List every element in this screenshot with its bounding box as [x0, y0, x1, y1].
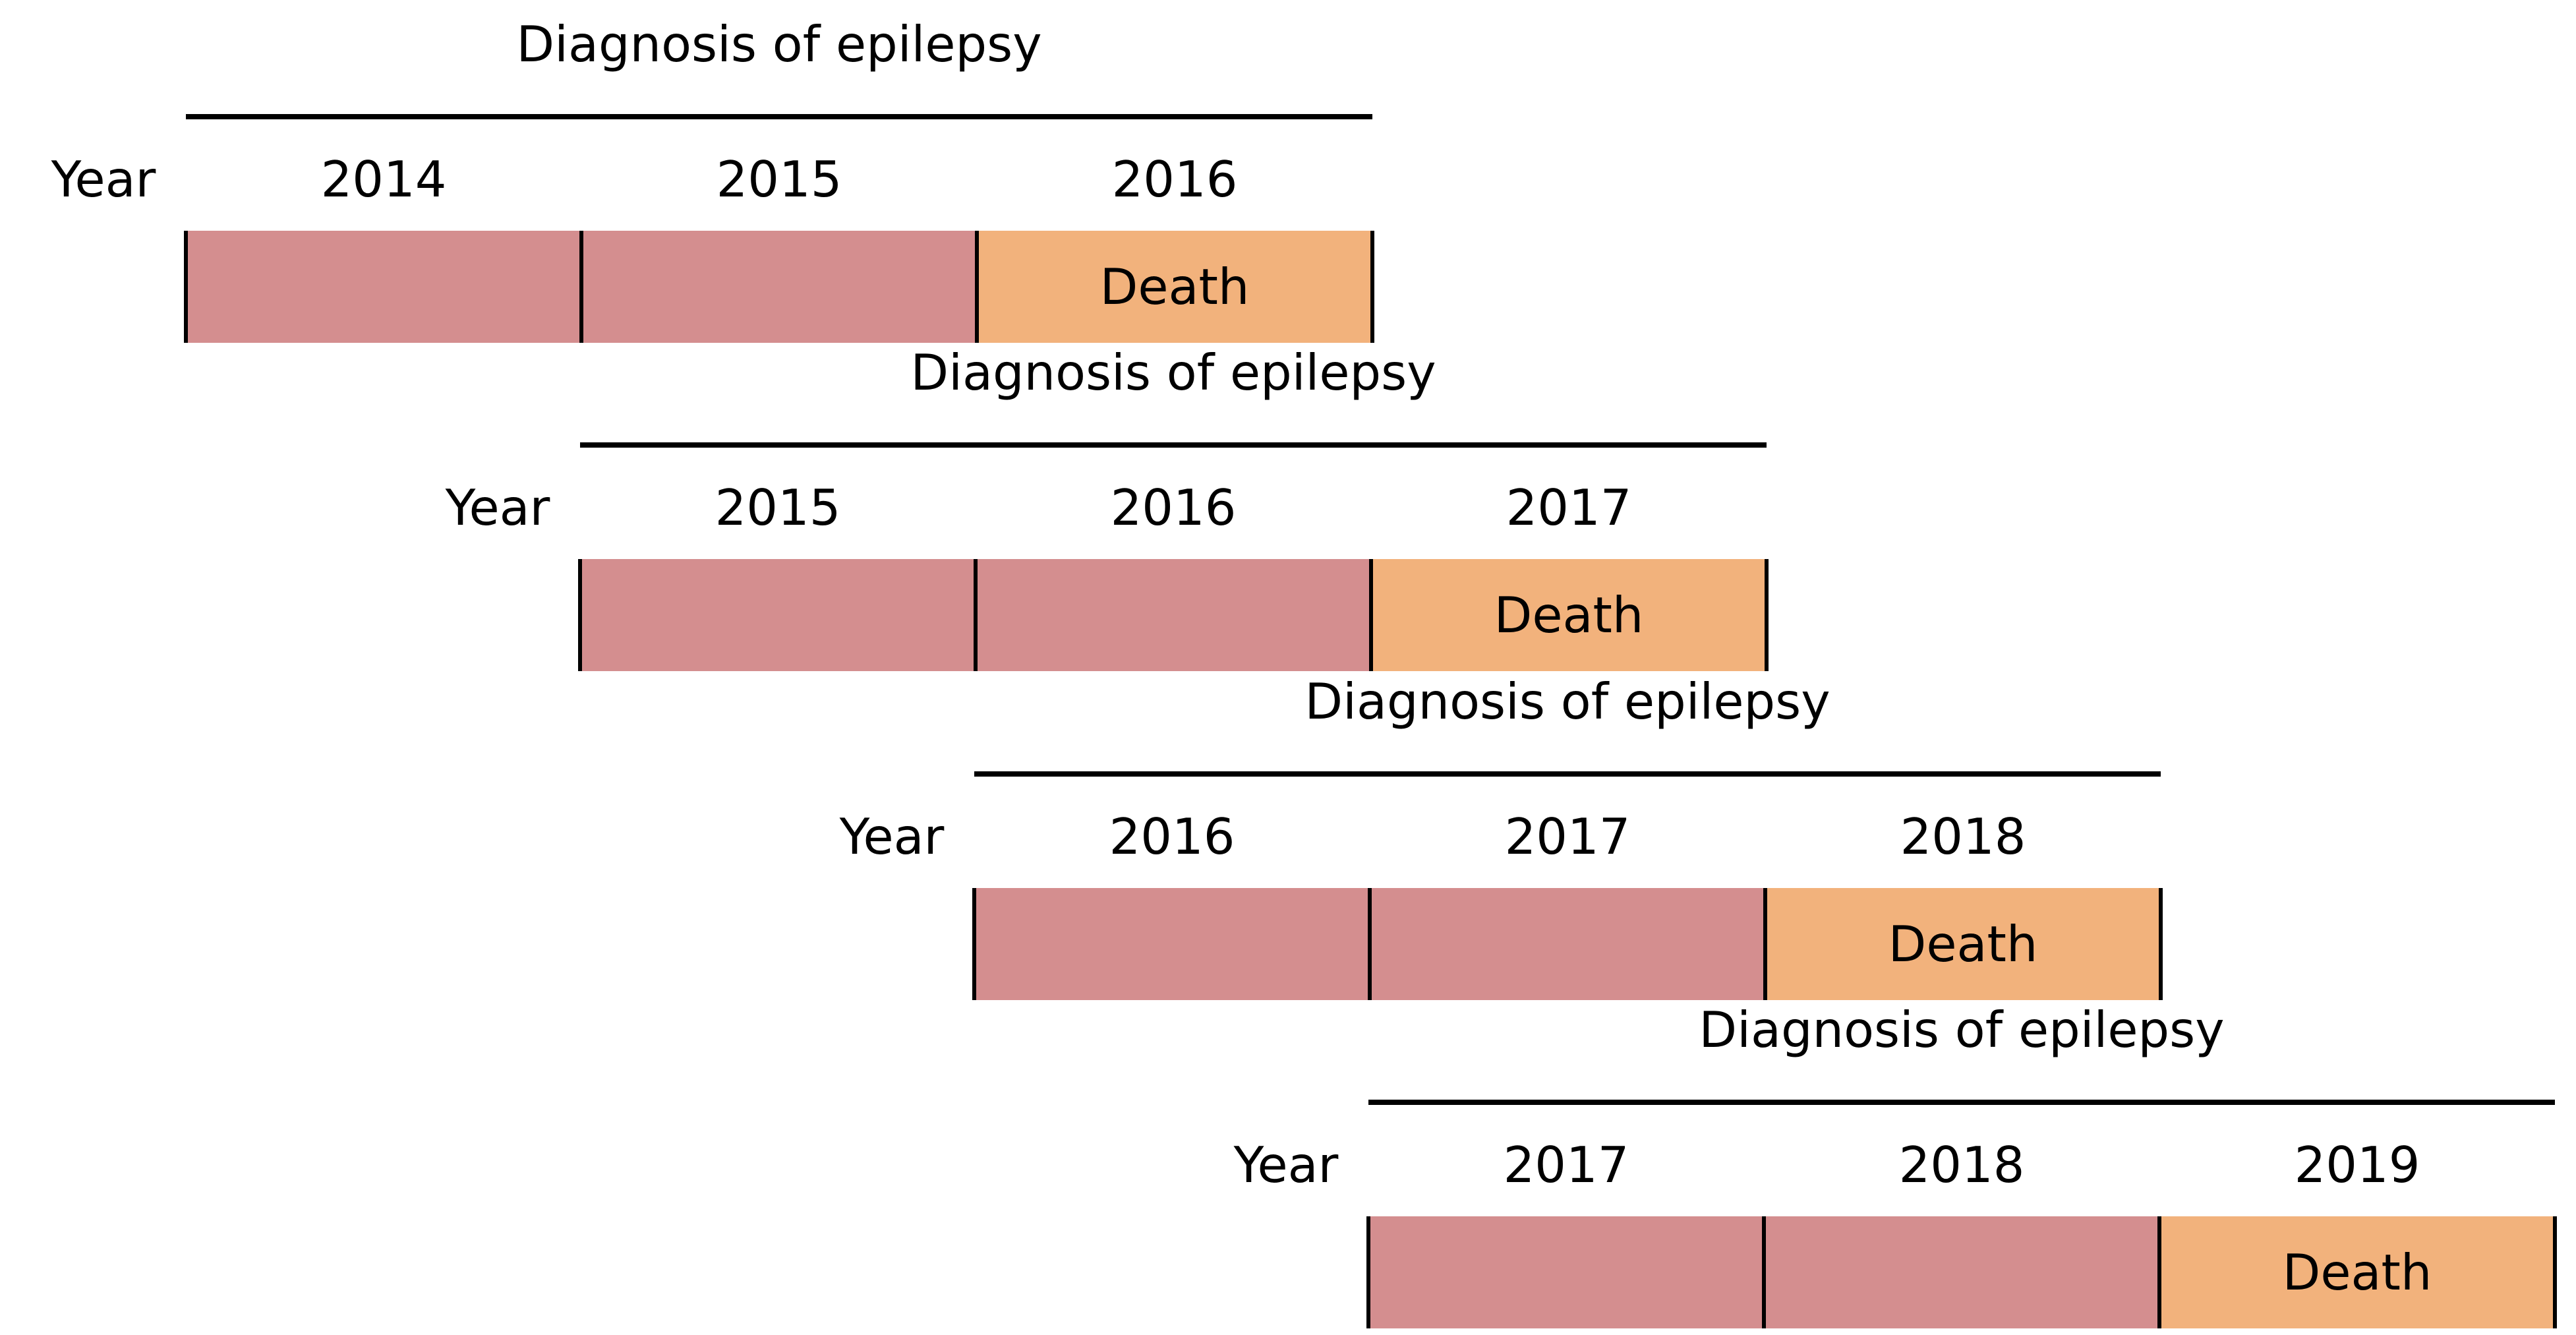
year-axis-label: Year [445, 479, 550, 537]
year-3-label: 2017 [1506, 479, 1632, 537]
year-boundary-tick [1762, 1216, 1766, 1328]
year-axis-label: Year [1233, 1136, 1339, 1194]
year-1-label: 2017 [1503, 1136, 1629, 1194]
death-year-segment: Death [2159, 1216, 2555, 1328]
diagnosis-header-rule [186, 114, 1372, 119]
year-axis-label: Year [839, 808, 945, 866]
death-year-segment: Death [1371, 559, 1767, 671]
cohort-1: Diagnosis of epilepsy Year 2014 2015 201… [51, 15, 1374, 349]
year-2-label: 2015 [716, 150, 842, 208]
pre-death-year-2-segment [1764, 1216, 2159, 1328]
diagnosis-header-rule [1368, 1100, 2555, 1105]
death-year-segment: Death [1765, 888, 2161, 1000]
year-boundary-tick [972, 888, 976, 1000]
year-1-label: 2014 [320, 150, 447, 208]
pre-death-year-1-segment [974, 888, 1370, 1000]
year-boundary-tick [2553, 1216, 2557, 1328]
cohort-4: Diagnosis of epilepsy Year 2017 2018 201… [1234, 1001, 2557, 1335]
year-2-label: 2016 [1110, 479, 1237, 537]
cohort-3: Diagnosis of epilepsy Year 2016 2017 201… [840, 672, 2163, 1007]
diagnosis-header: Diagnosis of epilepsy [1699, 1001, 2225, 1059]
timeline-bar: Death [1366, 1216, 2557, 1328]
diagnosis-header: Diagnosis of epilepsy [910, 343, 1436, 401]
death-label: Death [1888, 915, 2038, 973]
year-boundary-tick [1368, 888, 1372, 1000]
death-label: Death [1099, 258, 1250, 316]
pre-death-year-1-segment [186, 231, 581, 343]
year-boundary-tick [579, 231, 583, 343]
year-3-label: 2016 [1111, 150, 1238, 208]
year-boundary-tick [974, 559, 978, 671]
year-boundary-tick [975, 231, 979, 343]
year-2-label: 2018 [1898, 1136, 2025, 1194]
diagnosis-header: Diagnosis of epilepsy [1304, 672, 1830, 730]
pre-death-year-2-segment [581, 231, 977, 343]
diagnosis-header: Diagnosis of epilepsy [516, 15, 1042, 73]
timeline-bar: Death [972, 888, 2163, 1000]
pre-death-year-2-segment [1370, 888, 1765, 1000]
year-boundary-tick [1765, 559, 1769, 671]
cohort-2: Diagnosis of epilepsy Year 2015 2016 201… [446, 343, 1769, 678]
timeline-bar: Death [578, 559, 1769, 671]
death-label: Death [1494, 586, 1644, 644]
year-boundary-tick [1369, 559, 1373, 671]
year-3-label: 2019 [2294, 1136, 2420, 1194]
diagnosis-header-rule [580, 442, 1767, 448]
pre-death-year-1-segment [580, 559, 976, 671]
year-boundary-tick [1763, 888, 1767, 1000]
year-boundary-tick [1366, 1216, 1370, 1328]
diagnosis-header-rule [974, 771, 2161, 777]
year-boundary-tick [1370, 231, 1374, 343]
timeline-bar: Death [184, 231, 1374, 343]
pre-death-year-2-segment [976, 559, 1371, 671]
year-1-label: 2016 [1109, 808, 1235, 866]
year-2-label: 2017 [1504, 808, 1631, 866]
year-boundary-tick [578, 559, 582, 671]
year-axis-label: Year [51, 150, 156, 208]
year-1-label: 2015 [715, 479, 841, 537]
pre-death-year-1-segment [1368, 1216, 1764, 1328]
death-year-segment: Death [977, 231, 1372, 343]
death-label: Death [2282, 1243, 2432, 1301]
year-boundary-tick [2157, 1216, 2161, 1328]
year-3-label: 2018 [1900, 808, 2026, 866]
year-boundary-tick [2159, 888, 2163, 1000]
year-boundary-tick [184, 231, 188, 343]
